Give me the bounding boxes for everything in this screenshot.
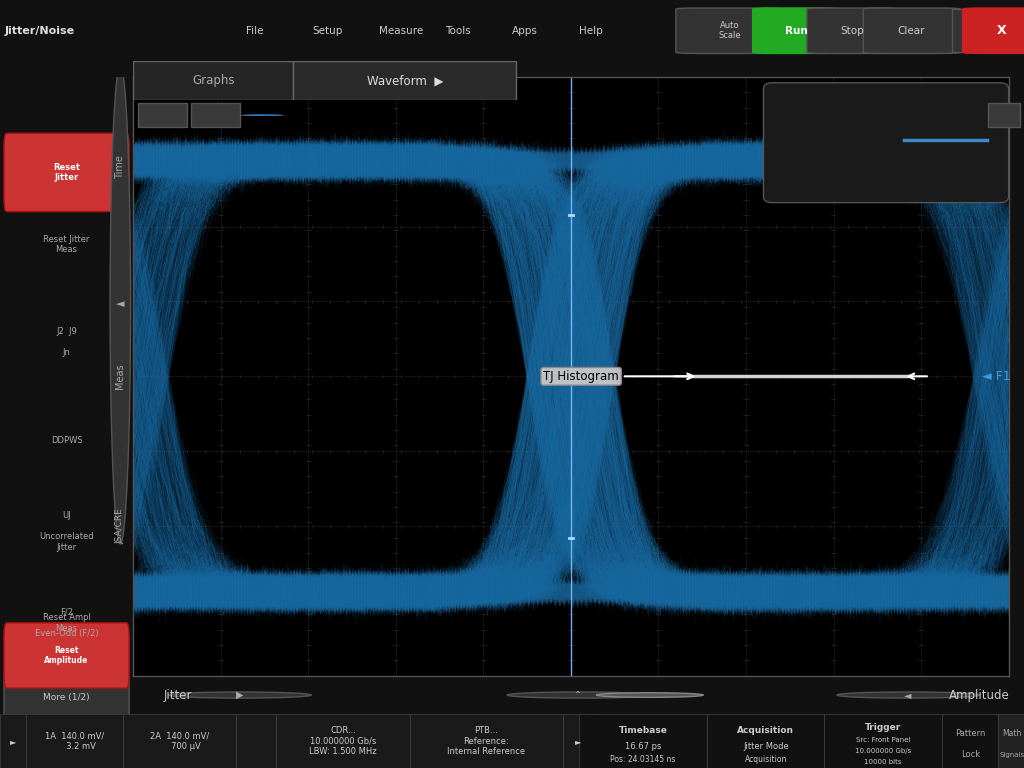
Text: Auto
Scale: Auto Scale — [719, 21, 741, 41]
Text: Waveform  ▶: Waveform ▶ — [367, 74, 443, 87]
Text: Clear: Clear — [898, 25, 925, 36]
Circle shape — [240, 114, 285, 116]
Bar — [952, 9, 978, 52]
Bar — [236, 714, 276, 768]
Bar — [707, 714, 824, 768]
Circle shape — [507, 692, 650, 698]
Text: Amplitude: Amplitude — [949, 689, 1010, 701]
Text: Apps: Apps — [512, 25, 538, 36]
Text: Pattern: Pattern — [955, 729, 986, 737]
Text: Pos: 24.03145 ns: Pos: 24.03145 ns — [610, 756, 676, 764]
Text: Stop: Stop — [840, 25, 864, 36]
Text: Time: Time — [116, 154, 125, 179]
FancyBboxPatch shape — [863, 8, 961, 54]
Bar — [579, 714, 707, 768]
Text: ◄: ◄ — [904, 690, 912, 700]
Bar — [123, 714, 236, 768]
Text: 16.67 ps: 16.67 ps — [625, 742, 662, 751]
Bar — [26, 714, 123, 768]
Bar — [998, 714, 1024, 768]
Text: X: X — [996, 25, 1007, 37]
Text: Jitter: Jitter — [164, 689, 191, 701]
Text: ◄: ◄ — [116, 300, 125, 310]
Bar — [191, 103, 240, 127]
Text: Lock: Lock — [962, 750, 980, 759]
FancyBboxPatch shape — [676, 8, 783, 54]
FancyBboxPatch shape — [4, 623, 129, 688]
Text: More (1/2): More (1/2) — [43, 694, 90, 703]
Text: PTB...
Reference:
Internal Reference: PTB... Reference: Internal Reference — [447, 727, 525, 756]
FancyBboxPatch shape — [753, 8, 840, 54]
Text: JSA/CRE: JSA/CRE — [116, 508, 125, 544]
Bar — [410, 714, 563, 768]
Bar — [133, 61, 294, 100]
Text: ⌃: ⌃ — [976, 110, 987, 123]
Text: 10.000000 Gb/s: 10.000000 Gb/s — [855, 748, 910, 754]
Text: Setup: Setup — [312, 25, 343, 36]
Text: Meas: Meas — [116, 363, 125, 389]
Text: 2A  140.0 mV/
     700 µV: 2A 140.0 mV/ 700 µV — [150, 731, 209, 751]
Text: CDR...
10.000000 Gb/s
LBW: 1.500 MHz: CDR... 10.000000 Gb/s LBW: 1.500 MHz — [309, 727, 377, 756]
Circle shape — [837, 692, 979, 698]
Text: F/2

Even-Odd (F/2): F/2 Even-Odd (F/2) — [35, 608, 98, 637]
Text: Reset
Jitter: Reset Jitter — [53, 163, 80, 182]
Text: Trigger: Trigger — [864, 723, 901, 732]
FancyBboxPatch shape — [4, 134, 129, 212]
Text: TJ Histogram: TJ Histogram — [544, 370, 692, 382]
Text: 1A  140.0 mV/
     3.2 mV: 1A 140.0 mV/ 3.2 mV — [45, 731, 103, 751]
Text: J2  J9

Jn: J2 J9 Jn — [56, 327, 77, 357]
Text: Acquisition: Acquisition — [737, 726, 795, 735]
Text: UJ

Uncorrelated
Jitter: UJ Uncorrelated Jitter — [39, 511, 94, 551]
FancyBboxPatch shape — [4, 668, 129, 727]
Text: 24.03145 ns: 24.03145 ns — [142, 86, 207, 96]
Text: Timebase: Timebase — [618, 726, 668, 735]
Text: ►: ► — [9, 737, 16, 746]
Text: Math: Math — [1002, 729, 1021, 737]
Text: Reset Ampl
Meas: Reset Ampl Meas — [43, 613, 90, 633]
Text: Jitter/Noise: Jitter/Noise — [5, 25, 75, 36]
Bar — [0, 0, 133, 61]
Text: ⌃: ⌃ — [574, 690, 583, 700]
Text: Measure: Measure — [379, 25, 423, 36]
Circle shape — [596, 693, 703, 697]
Text: Jitter Mode: Jitter Mode — [743, 742, 788, 751]
Text: Tools: Tools — [445, 25, 471, 36]
Text: ◄ F1: ◄ F1 — [982, 370, 1011, 382]
FancyBboxPatch shape — [963, 8, 1024, 54]
Text: Reset
Amplitude: Reset Amplitude — [44, 646, 89, 665]
FancyBboxPatch shape — [807, 8, 897, 54]
Bar — [942, 714, 998, 768]
Text: Sub[1A,2A]: Sub[1A,2A] — [785, 149, 848, 159]
Text: File: File — [246, 25, 263, 36]
Text: Signals: Signals — [999, 752, 1024, 757]
Circle shape — [169, 692, 311, 698]
Text: Graphs: Graphs — [193, 74, 234, 87]
FancyBboxPatch shape — [764, 83, 1009, 203]
Text: Run: Run — [785, 25, 808, 36]
Text: Src: Front Panel: Src: Front Panel — [855, 737, 910, 743]
Text: ►: ► — [575, 737, 582, 746]
Text: Reset Jitter
Meas: Reset Jitter Meas — [43, 234, 90, 254]
Bar — [0, 714, 26, 768]
Text: DDPWS: DDPWS — [51, 435, 82, 445]
Circle shape — [110, 65, 131, 544]
Text: ▶: ▶ — [237, 690, 244, 700]
Bar — [563, 714, 594, 768]
Circle shape — [249, 114, 275, 116]
Bar — [988, 103, 1020, 127]
Bar — [276, 714, 410, 768]
Text: 10000 bits: 10000 bits — [864, 759, 901, 765]
Bar — [137, 103, 186, 127]
Bar — [824, 714, 942, 768]
Bar — [294, 61, 516, 100]
Text: Acquisition: Acquisition — [744, 756, 787, 764]
Text: Help: Help — [579, 25, 602, 36]
Text: Signals: Signals — [785, 110, 830, 120]
